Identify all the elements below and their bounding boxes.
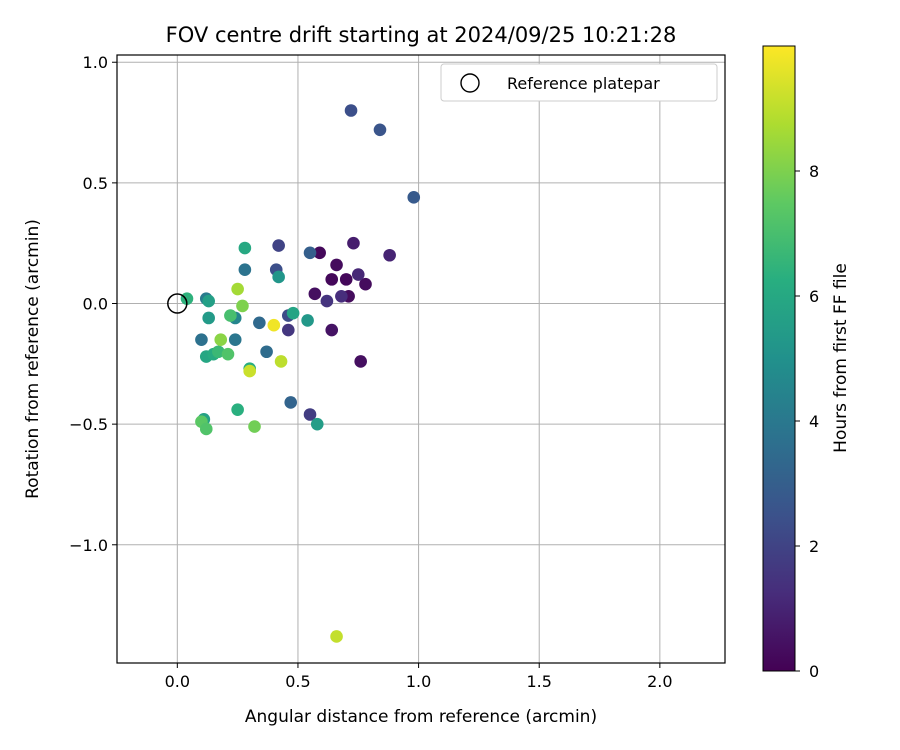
y-tick-label: 0.0 xyxy=(83,295,108,314)
colorbar-tick-label: 4 xyxy=(809,412,819,431)
x-axis-ticks: 0.0 0.5 1.0 1.5 2.0 xyxy=(165,663,673,691)
scatter-point xyxy=(373,123,387,137)
scatter-point xyxy=(325,323,339,337)
legend-marker xyxy=(460,73,480,93)
y-tick-label: 0.5 xyxy=(83,174,108,193)
scatter-point xyxy=(359,277,372,291)
colorbar-tick-label: 6 xyxy=(809,287,819,306)
y-axis-ticks: −1.0 −0.5 0.0 0.5 1.0 xyxy=(69,53,117,555)
scatter-point xyxy=(212,345,225,359)
scatter-point xyxy=(214,333,228,346)
y-tick-label: −1.0 xyxy=(69,536,108,555)
grid-lines xyxy=(117,55,725,663)
y-axis-label: Rotation from reference (arcmin) xyxy=(23,219,43,499)
colorbar: 0 2 4 6 8 Hours from first FF file xyxy=(762,45,851,681)
x-axis-label: Angular distance from reference (arcmin) xyxy=(245,707,597,727)
legend: Reference platepar xyxy=(440,63,718,102)
scatter-point xyxy=(320,294,334,308)
scatter-point xyxy=(303,408,317,421)
x-tick-label: 2.0 xyxy=(647,672,672,691)
scatter-point xyxy=(344,104,358,117)
colorbar-tick-label: 2 xyxy=(809,537,819,556)
scatter-point xyxy=(301,314,314,327)
scatter-point xyxy=(330,258,343,272)
scatter-point xyxy=(224,309,237,322)
scatter-point xyxy=(221,347,235,361)
scatter-point xyxy=(308,287,322,301)
scatter-point xyxy=(339,273,353,286)
scatter-point xyxy=(195,333,208,346)
scatter-point xyxy=(228,333,242,346)
scatter-point xyxy=(274,355,288,368)
scatter-point xyxy=(267,318,281,332)
scatter-point xyxy=(407,191,421,204)
x-tick-label: 1.0 xyxy=(406,672,431,691)
scatter-point xyxy=(202,311,215,325)
scatter-point xyxy=(202,294,215,308)
scatter-point xyxy=(248,420,261,433)
chart-title: FOV centre drift starting at 2024/09/25 … xyxy=(166,23,677,47)
legend-box xyxy=(440,63,718,102)
scatter-point xyxy=(310,417,324,431)
scatter-point xyxy=(231,403,244,416)
reference-marker-layer xyxy=(167,293,188,314)
scatter-point xyxy=(354,355,367,368)
colorbar-tick-label: 8 xyxy=(809,162,819,181)
scatter-point xyxy=(180,292,194,305)
scatter-point xyxy=(330,630,343,643)
scatter-point xyxy=(199,422,213,436)
plot-frame xyxy=(116,54,726,664)
x-tick-label: 0.0 xyxy=(165,672,190,691)
scatter-point xyxy=(272,239,285,252)
scatter-point xyxy=(236,299,249,313)
scatter-point xyxy=(243,364,256,378)
scatter-point xyxy=(313,246,326,260)
colorbar-gradient xyxy=(762,45,796,672)
reference-platepar-marker xyxy=(167,293,188,314)
scatter-point xyxy=(231,282,244,296)
scatter-point xyxy=(347,236,360,250)
scatter-point xyxy=(303,246,317,260)
scatter-point xyxy=(383,248,396,262)
colorbar-label: Hours from first FF file xyxy=(831,263,851,453)
scatter-point xyxy=(260,345,273,359)
scatter-point xyxy=(284,396,298,409)
scatter-point xyxy=(238,263,252,277)
legend-label: Reference platepar xyxy=(507,74,660,93)
scatter-point xyxy=(335,289,348,303)
x-tick-label: 0.5 xyxy=(285,672,310,691)
data-points xyxy=(180,104,421,643)
scatter-point xyxy=(286,306,300,320)
colorbar-tick-label: 0 xyxy=(809,662,819,681)
colorbar-ticks: 0 2 4 6 8 xyxy=(795,162,819,681)
scatter-point xyxy=(253,316,266,330)
x-tick-label: 1.5 xyxy=(526,672,551,691)
scatter-point xyxy=(325,273,339,286)
scatter-point xyxy=(238,241,252,255)
y-tick-label: 1.0 xyxy=(83,53,108,72)
y-tick-label: −0.5 xyxy=(69,415,108,434)
scatter-point xyxy=(272,270,285,284)
scatter-point xyxy=(282,323,295,337)
scatter-point xyxy=(351,268,365,281)
